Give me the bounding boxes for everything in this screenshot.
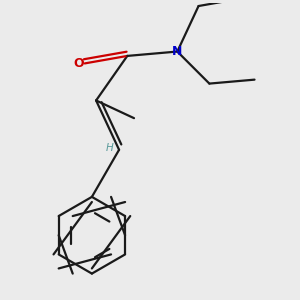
Text: O: O [74,57,84,70]
Text: H: H [105,143,113,153]
Text: N: N [172,45,182,58]
